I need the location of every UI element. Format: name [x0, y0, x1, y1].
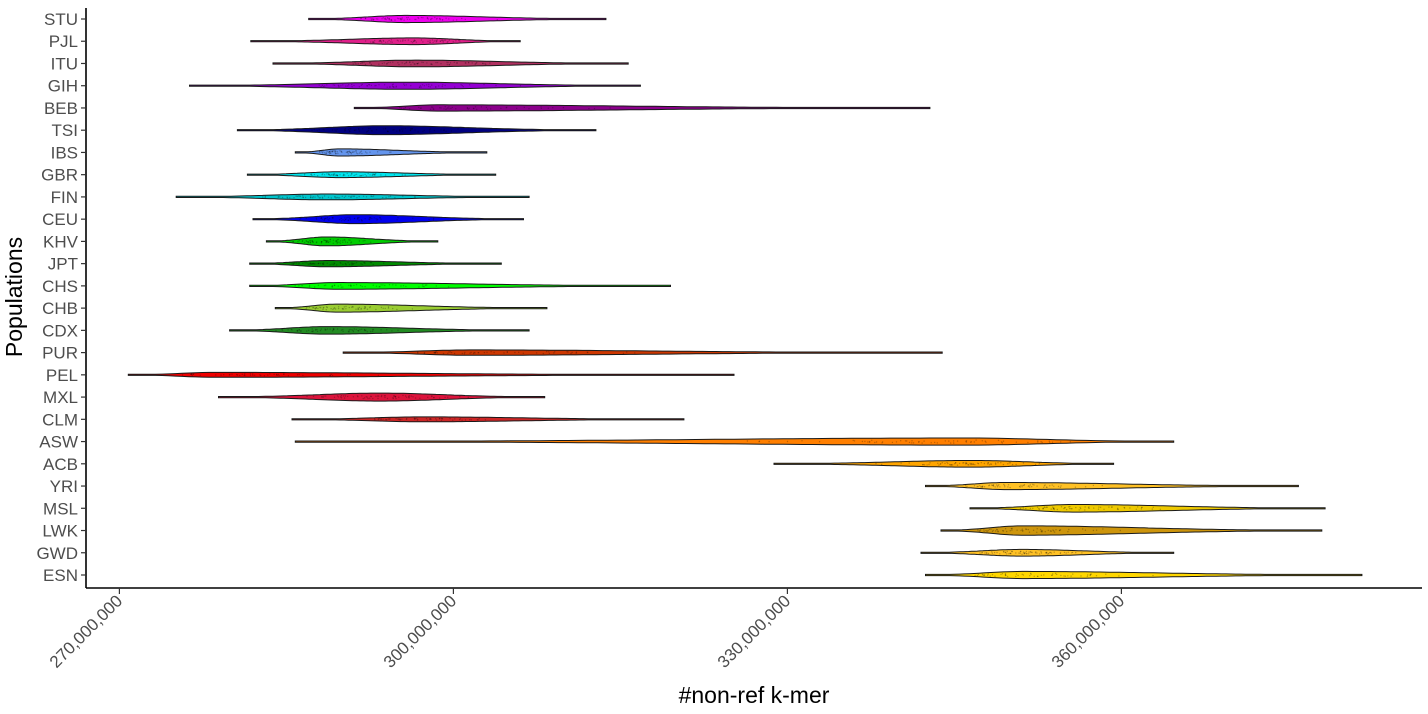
y-tick-label-gwd: GWD: [36, 544, 78, 563]
y-tick-label-gbr: GBR: [41, 166, 78, 185]
violin-pjl: [250, 37, 521, 46]
violin-points-ceu: [299, 216, 435, 222]
x-tick-label: 300,000,000: [380, 591, 460, 671]
violin-points-mxl: [306, 394, 469, 400]
violin-points-ibs: [318, 150, 392, 155]
y-tick-label-cdx: CDX: [42, 321, 78, 340]
violin-msl: [969, 504, 1326, 513]
violin-points-gih: [318, 83, 522, 89]
violin-acb: [773, 460, 1115, 468]
violin-gih: [189, 81, 641, 90]
violin-points-esn: [974, 572, 1154, 578]
violin-points-fin: [262, 195, 416, 199]
y-tick-label-jpt: JPT: [48, 255, 78, 274]
violin-points-yri: [964, 483, 1104, 489]
y-tick-label-msl: MSL: [43, 499, 78, 518]
y-axis-title: Populations: [1, 237, 27, 357]
violin-points-gwd: [979, 550, 1083, 555]
y-tick-label-chb: CHB: [42, 299, 78, 318]
y-tick-label-beb: BEB: [44, 99, 78, 118]
violin-points-clm: [373, 417, 487, 421]
y-tick-label-pjl: PJL: [49, 32, 78, 51]
violin-pur: [342, 349, 943, 356]
y-tick-label-itu: ITU: [51, 54, 78, 73]
violin-points-jpt: [291, 261, 385, 266]
y-tick-label-fin: FIN: [51, 188, 78, 207]
violin-cdx: [229, 326, 530, 335]
violin-asw: [294, 437, 1175, 446]
x-tick-label: 270,000,000: [46, 591, 126, 671]
y-tick-label-khv: KHV: [43, 232, 79, 251]
y-tick-label-yri: YRI: [50, 477, 78, 496]
y-tick-label-clm: CLM: [42, 410, 78, 429]
violin-tsi: [236, 125, 597, 136]
violin-chb: [274, 303, 548, 313]
y-tick-label-asw: ASW: [39, 433, 78, 452]
y-tick-label-acb: ACB: [43, 455, 78, 474]
y-tick-label-lwk: LWK: [42, 522, 78, 541]
violin-points-pur: [417, 350, 636, 355]
violin-points-chs: [294, 284, 450, 288]
y-tick-label-tsi: TSI: [52, 121, 78, 140]
violin-points-acb: [875, 461, 1041, 466]
y-tick-label-pur: PUR: [42, 344, 78, 363]
violin-stu: [308, 14, 607, 24]
violin-layer: [127, 14, 1363, 580]
violin-gwd: [920, 548, 1175, 557]
x-tick-label: 330,000,000: [714, 591, 794, 671]
violin-points-pel: [181, 373, 379, 377]
y-tick-label-pel: PEL: [46, 366, 78, 385]
violin-esn: [925, 570, 1363, 580]
violin-ibs: [294, 148, 488, 157]
violin-points-khv: [292, 238, 372, 244]
x-axis-ticks: 270,000,000 300,000,000 330,000,000 360,000…: [46, 588, 1128, 672]
y-tick-label-esn: ESN: [43, 566, 78, 585]
violin-yri: [925, 482, 1299, 491]
violin-points-chb: [305, 305, 414, 311]
violin-points-itu: [352, 61, 491, 66]
violin-jpt: [249, 260, 502, 268]
y-tick-label-ibs: IBS: [51, 143, 78, 162]
y-tick-label-gih: GIH: [48, 77, 78, 96]
violin-lwk: [940, 525, 1323, 536]
violin-points-pjl: [340, 39, 461, 44]
y-tick-label-chs: CHS: [42, 277, 78, 296]
violin-beb: [353, 104, 931, 112]
y-axis-ticks: STU PJL ITU GIH BEB TSI IBS GBR FIN CEU KHV JPT CHS C…: [36, 10, 86, 585]
violin-pel: [127, 371, 735, 378]
violin-gbr: [246, 171, 497, 179]
violin-points-lwk: [977, 527, 1122, 533]
y-tick-label-stu: STU: [44, 10, 78, 29]
y-tick-label-ceu: CEU: [42, 210, 78, 229]
violin-points-tsi: [311, 127, 459, 133]
violin-clm: [291, 416, 685, 423]
y-tick-label-mxl: MXL: [43, 388, 78, 407]
violin-chs: [249, 282, 671, 290]
violin-khv: [265, 236, 439, 247]
violin-points-beb: [399, 106, 611, 111]
x-tick-label: 360,000,000: [1048, 591, 1128, 671]
violin-points-asw: [746, 439, 1072, 444]
violin-ceu: [252, 214, 524, 225]
violin-fin: [175, 193, 530, 201]
violin-points-gbr: [303, 172, 406, 177]
violin-mxl: [218, 392, 546, 402]
violin-itu: [272, 59, 629, 68]
violin-points-cdx: [275, 328, 399, 333]
violin-points-msl: [1019, 505, 1162, 511]
x-axis-title: #non-ref k-mer: [679, 682, 830, 708]
violin-points-stu: [360, 16, 498, 21]
